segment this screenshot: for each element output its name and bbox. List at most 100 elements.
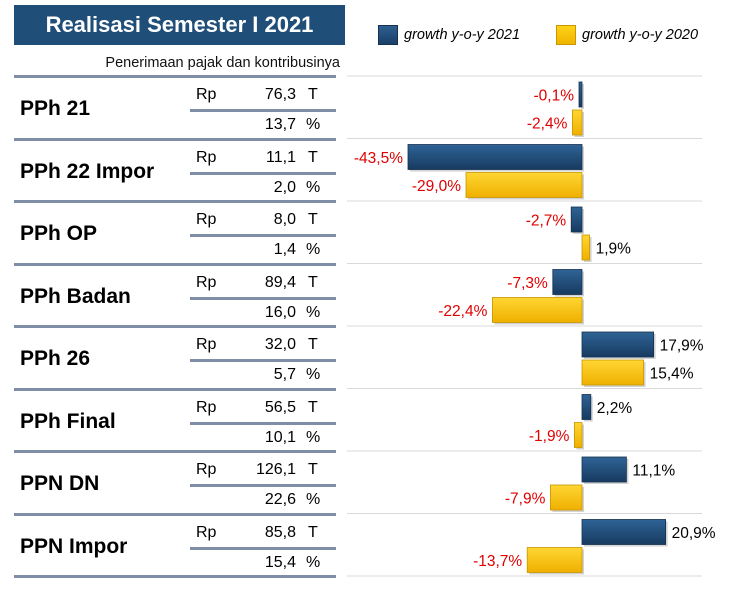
amount-unit: T xyxy=(308,273,318,291)
data-label-2020: -22,4% xyxy=(438,303,487,320)
currency-label: Rp xyxy=(196,398,217,416)
row-separator xyxy=(14,325,336,328)
bar-shadow xyxy=(581,84,584,109)
share-unit: % xyxy=(306,116,321,133)
legend-label-2020: growth y-o-y 2020 xyxy=(582,27,699,43)
tax-name: PPh Badan xyxy=(20,284,131,308)
row-separator xyxy=(14,137,336,141)
data-label-2021: -7,3% xyxy=(507,275,548,292)
tax-name: PPh Final xyxy=(20,409,116,433)
data-label-2020: 1,9% xyxy=(596,241,632,258)
table-row: PPh 21 Rp 76,3 T 13,7% xyxy=(14,78,336,140)
share-value: 1,4 xyxy=(273,241,296,258)
amount-value: 126,1 xyxy=(255,461,296,478)
row-midline xyxy=(190,484,336,487)
bar-2021 xyxy=(581,519,666,545)
data-label-2021: 2,2% xyxy=(597,400,633,417)
currency-label: Rp xyxy=(196,211,217,228)
amount-unit: T xyxy=(308,398,318,416)
amount-value: 32,0 xyxy=(264,336,296,353)
amount-unit: T xyxy=(308,336,318,353)
bar-2020 xyxy=(465,172,583,198)
bar-2021 xyxy=(578,81,583,108)
legend-item-2021: growth y-o-y 2021 xyxy=(378,24,520,46)
table-row: PPN DN Rp 126,1 T 22,6% xyxy=(14,453,336,515)
amount-value: 8,0 xyxy=(273,211,296,228)
share-value: 13,7 xyxy=(264,116,296,133)
data-label-2020: -29,0% xyxy=(412,178,461,195)
data-label-2020: -1,9% xyxy=(529,428,570,445)
amount-value: 76,3 xyxy=(264,86,296,103)
share-value: 10,1 xyxy=(264,428,296,446)
bar-2021 xyxy=(581,331,654,358)
data-label-2021: 17,9% xyxy=(660,338,704,355)
bar-2020 xyxy=(574,422,583,448)
bar-2021 xyxy=(407,144,583,170)
bar-2021 xyxy=(581,394,592,420)
data-label-2021: -43,5% xyxy=(354,150,403,167)
bar-2020 xyxy=(491,297,583,323)
amount-unit: T xyxy=(308,86,318,103)
bar-2021 xyxy=(581,456,627,483)
table-row: PPh Final Rp 56,5 T 10,1% xyxy=(14,391,336,453)
bar-2020 xyxy=(581,234,590,261)
bar-2020 xyxy=(581,359,644,386)
data-label-2021: 11,1% xyxy=(632,463,675,480)
table-row: PPN Impor Rp 85,8 T 15,4% xyxy=(14,516,336,578)
currency-label: Rp xyxy=(196,273,217,291)
share-unit: % xyxy=(306,491,321,508)
share-unit: % xyxy=(306,553,321,571)
legend-item-2020: growth y-o-y 2020 xyxy=(556,24,698,46)
tax-name: PPN DN xyxy=(20,472,100,495)
amount-unit: T xyxy=(308,461,318,478)
bar-2020 xyxy=(572,109,583,136)
amount-value: 85,8 xyxy=(264,523,296,541)
tax-name: PPh OP xyxy=(20,222,98,245)
row-midline xyxy=(190,421,336,425)
share-value: 22,6 xyxy=(264,491,296,508)
data-label-2020: 15,4% xyxy=(650,366,694,383)
amount-unit: T xyxy=(308,523,318,541)
amount-value: 11,1 xyxy=(266,148,296,166)
currency-label: Rp xyxy=(196,523,217,541)
data-label-2020: -7,9% xyxy=(505,491,546,508)
row-separator xyxy=(14,75,336,78)
share-value: 2,0 xyxy=(273,178,296,196)
row-midline xyxy=(190,109,336,112)
amount-unit: T xyxy=(308,211,318,228)
row-separator xyxy=(14,387,336,391)
legend-swatch-2020 xyxy=(556,25,576,45)
tax-name: PPh 21 xyxy=(20,97,91,120)
row-midline xyxy=(190,296,336,300)
share-unit: % xyxy=(306,366,321,383)
data-label-2020: -2,4% xyxy=(527,116,568,133)
tax-name: PPh 26 xyxy=(20,347,91,370)
share-value: 15,4 xyxy=(264,553,296,571)
amount-value: 56,5 xyxy=(264,398,296,416)
legend-label-2021: growth y-o-y 2021 xyxy=(404,27,521,43)
data-label-2021: -0,1% xyxy=(534,88,575,105)
row-midline xyxy=(190,171,336,175)
currency-label: Rp xyxy=(196,86,217,103)
share-unit: % xyxy=(306,303,321,321)
amount-unit: T xyxy=(308,148,318,166)
tax-name: PPN Impor xyxy=(20,534,128,558)
table-row: PPh Badan Rp 89,4 T 16,0% xyxy=(14,266,336,328)
row-separator xyxy=(14,512,336,516)
data-label-2021: -2,7% xyxy=(526,213,567,230)
share-value: 16,0 xyxy=(264,303,296,321)
table-subtitle: Penerimaan pajak dan kontribusinya xyxy=(105,55,340,71)
currency-label: Rp xyxy=(196,148,217,166)
row-separator xyxy=(14,262,336,266)
amount-value: 89,4 xyxy=(264,273,296,291)
row-midline xyxy=(190,546,336,550)
bar-2021 xyxy=(552,269,583,295)
row-midline xyxy=(190,359,336,362)
row-separator xyxy=(14,575,336,578)
table-row: PPh OP Rp 8,0 T 1,4% xyxy=(14,203,336,265)
data-label-2021: 20,9% xyxy=(672,525,716,542)
row-separator xyxy=(14,450,336,453)
row-midline xyxy=(190,234,336,237)
bar-2020 xyxy=(550,484,583,511)
